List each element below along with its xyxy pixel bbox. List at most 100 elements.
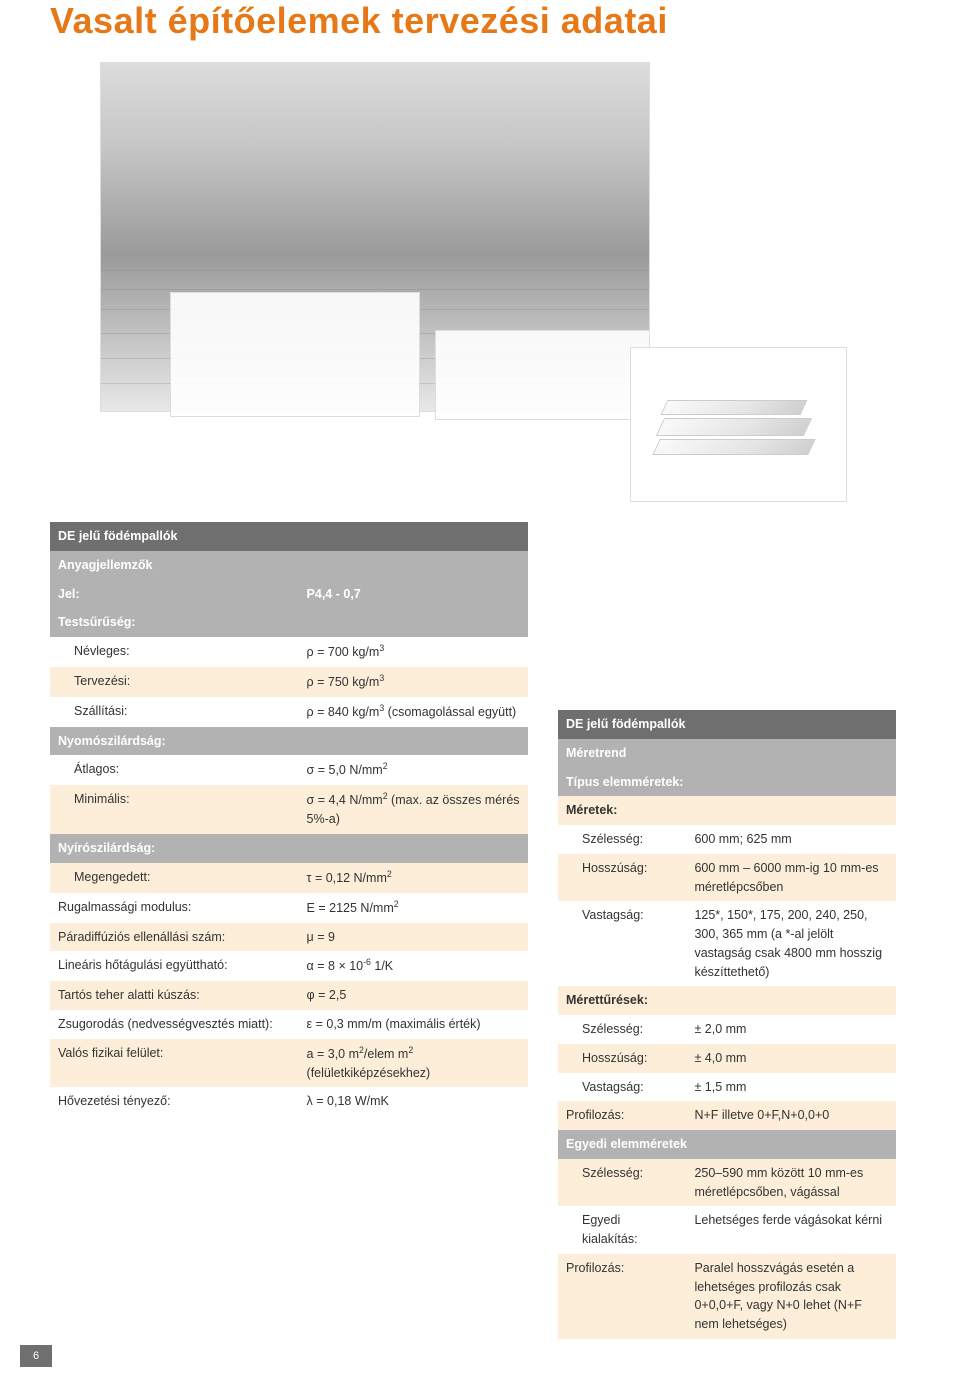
row-label: Névleges: <box>50 637 299 667</box>
row-label: Minimális: <box>50 785 299 834</box>
material-row: Lineáris hőtágulási együttható:α = 8 × 1… <box>50 951 528 981</box>
dimension-row: Vastagság:± 1,5 mm <box>558 1073 896 1102</box>
row-label: Hosszúság: <box>558 1044 686 1073</box>
dimension-row: Hosszúság:600 mm – 6000 mm-ig 10 mm-es m… <box>558 854 896 902</box>
dimension-row: Vastagság:125*, 150*, 175, 200, 240, 250… <box>558 901 896 986</box>
material-row: Szállítási:ρ = 840 kg/m3 (csomagolással … <box>50 697 528 727</box>
row-value: 600 mm; 625 mm <box>686 825 896 854</box>
row-label: Egyedi elemméretek <box>558 1130 896 1159</box>
row-label: Vastagság: <box>558 901 686 986</box>
row-label: Nyírószilárdság: <box>50 834 528 863</box>
row-label: Méretrend <box>558 739 896 768</box>
row-label: Testsűrűség: <box>50 608 528 637</box>
row-value: 125*, 150*, 175, 200, 240, 250, 300, 365… <box>686 901 896 986</box>
dimension-row: Profilozás:N+F illetve 0+F,N+0,0+0 <box>558 1101 896 1130</box>
page-title: Vasalt építőelemek tervezési adatai <box>50 0 910 62</box>
row-value: ρ = 840 kg/m3 (csomagolással együtt) <box>299 697 528 727</box>
row-label: Szélesség: <box>558 1015 686 1044</box>
dimension-row: Méretrend <box>558 739 896 768</box>
material-row: Hővezetési tényező:λ = 0,18 W/mK <box>50 1087 528 1116</box>
row-value: 600 mm – 6000 mm-ig 10 mm-es méretlépcső… <box>686 854 896 902</box>
row-value: 250–590 mm között 10 mm-es méretlépcsőbe… <box>686 1159 896 1207</box>
row-label: Zsugorodás (nedvességvesztés miatt): <box>50 1010 299 1039</box>
row-value: σ = 4,4 N/mm2 (max. az összes mérés 5%-a… <box>299 785 528 834</box>
row-label: Lineáris hőtágulási együttható: <box>50 951 299 981</box>
row-value: τ = 0,12 N/mm2 <box>299 863 528 893</box>
row-label: Tervezési: <box>50 667 299 697</box>
row-label: Valós fizikai felület: <box>50 1039 299 1088</box>
material-row: Valós fizikai felület:a = 3,0 m2/elem m2… <box>50 1039 528 1088</box>
material-row: Jel:P4,4 - 0,7 <box>50 580 528 609</box>
material-row: Megengedett:τ = 0,12 N/mm2 <box>50 863 528 893</box>
dimension-row: Mérettűrések: <box>558 986 896 1015</box>
hero-image-slabs <box>630 347 847 502</box>
hero-overlay-box-1 <box>170 292 420 417</box>
material-row: Nyomószilárdság: <box>50 727 528 756</box>
row-value: σ = 5,0 N/mm2 <box>299 755 528 785</box>
row-value: ± 2,0 mm <box>686 1015 896 1044</box>
row-value: φ = 2,5 <box>299 981 528 1010</box>
dimension-row: Típus elemméretek: <box>558 768 896 797</box>
material-header: DE jelű födémpallók <box>50 522 528 551</box>
row-value: a = 3,0 m2/elem m2 (felületkiképzésekhez… <box>299 1039 528 1088</box>
row-label: Rugalmassági modulus: <box>50 893 299 923</box>
row-label: Méretek: <box>558 796 896 825</box>
row-label: Nyomószilárdság: <box>50 727 528 756</box>
dimension-row: Méretek: <box>558 796 896 825</box>
dimension-row: Egyedi kialakítás:Lehetséges ferde vágás… <box>558 1206 896 1254</box>
page-number: 6 <box>20 1345 52 1367</box>
material-row: Nyírószilárdság: <box>50 834 528 863</box>
row-value: Paralel hosszvágás esetén a lehetséges p… <box>686 1254 896 1339</box>
material-row: Anyagjellemzők <box>50 551 528 580</box>
row-label: Vastagság: <box>558 1073 686 1102</box>
row-value: E = 2125 N/mm2 <box>299 893 528 923</box>
row-value: ε = 0,3 mm/m (maximális érték) <box>299 1010 528 1039</box>
row-value: ± 4,0 mm <box>686 1044 896 1073</box>
row-value: P4,4 - 0,7 <box>299 580 528 609</box>
row-label: Profilozás: <box>558 1254 686 1339</box>
material-properties-table: DE jelű födémpallókAnyagjellemzőkJel:P4,… <box>50 522 528 1116</box>
row-value: λ = 0,18 W/mK <box>299 1087 528 1116</box>
row-value: Lehetséges ferde vágásokat kérni <box>686 1206 896 1254</box>
material-row: Tervezési:ρ = 750 kg/m3 <box>50 667 528 697</box>
dimension-row: Szélesség:250–590 mm között 10 mm-es mér… <box>558 1159 896 1207</box>
row-label: Anyagjellemzők <box>50 551 528 580</box>
row-label: Hővezetési tényező: <box>50 1087 299 1116</box>
material-row: Átlagos:σ = 5,0 N/mm2 <box>50 755 528 785</box>
material-row: Zsugorodás (nedvességvesztés miatt):ε = … <box>50 1010 528 1039</box>
dimension-header: DE jelű födémpallók <box>558 710 896 739</box>
dimension-row: Szélesség:600 mm; 625 mm <box>558 825 896 854</box>
dimension-row: Egyedi elemméretek <box>558 1130 896 1159</box>
row-label: Jel: <box>50 580 299 609</box>
material-row: Tartós teher alatti kúszás:φ = 2,5 <box>50 981 528 1010</box>
hero-overlay-box-2 <box>435 330 650 420</box>
row-value: ρ = 750 kg/m3 <box>299 667 528 697</box>
row-label: Hosszúság: <box>558 854 686 902</box>
row-value: ρ = 700 kg/m3 <box>299 637 528 667</box>
row-label: Megengedett: <box>50 863 299 893</box>
row-label: Egyedi kialakítás: <box>558 1206 686 1254</box>
dimension-row: Szélesség:± 2,0 mm <box>558 1015 896 1044</box>
row-label: Mérettűrések: <box>558 986 896 1015</box>
dimension-row: Hosszúság:± 4,0 mm <box>558 1044 896 1073</box>
row-label: Szállítási: <box>50 697 299 727</box>
dimensions-table: DE jelű födémpallókMéretrendTípus elemmé… <box>558 710 896 1339</box>
row-value: μ = 9 <box>299 923 528 952</box>
row-value: α = 8 × 10-6 1/K <box>299 951 528 981</box>
row-label: Profilozás: <box>558 1101 686 1130</box>
material-row: Testsűrűség: <box>50 608 528 637</box>
material-row: Páradiffúziós ellenállási szám:μ = 9 <box>50 923 528 952</box>
row-label: Szélesség: <box>558 825 686 854</box>
material-row: Névleges:ρ = 700 kg/m3 <box>50 637 528 667</box>
row-label: Típus elemméretek: <box>558 768 896 797</box>
row-label: Átlagos: <box>50 755 299 785</box>
row-value: N+F illetve 0+F,N+0,0+0 <box>686 1101 896 1130</box>
material-row: Minimális:σ = 4,4 N/mm2 (max. az összes … <box>50 785 528 834</box>
row-label: Szélesség: <box>558 1159 686 1207</box>
dimension-row: Profilozás:Paralel hosszvágás esetén a l… <box>558 1254 896 1339</box>
row-label: Tartós teher alatti kúszás: <box>50 981 299 1010</box>
row-label: Páradiffúziós ellenállási szám: <box>50 923 299 952</box>
row-value: ± 1,5 mm <box>686 1073 896 1102</box>
hero-area <box>50 62 910 492</box>
material-row: Rugalmassági modulus:E = 2125 N/mm2 <box>50 893 528 923</box>
